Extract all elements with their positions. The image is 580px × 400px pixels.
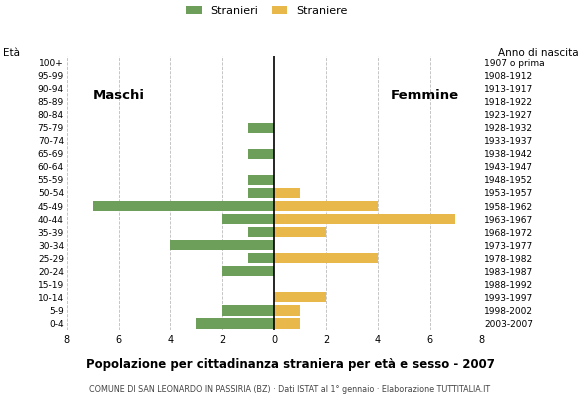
Bar	[274, 305, 300, 316]
Bar	[274, 188, 300, 198]
Bar	[196, 318, 274, 328]
Bar	[248, 123, 274, 133]
Bar	[274, 292, 326, 302]
Bar	[222, 214, 274, 224]
Text: COMUNE DI SAN LEONARDO IN PASSIRIA (BZ) · Dati ISTAT al 1° gennaio · Elaborazion: COMUNE DI SAN LEONARDO IN PASSIRIA (BZ) …	[89, 385, 491, 394]
Legend: Stranieri, Straniere: Stranieri, Straniere	[186, 6, 347, 16]
Bar	[93, 201, 274, 211]
Text: Anno di nascita: Anno di nascita	[498, 48, 579, 58]
Bar	[274, 201, 378, 211]
Text: Età: Età	[3, 48, 20, 58]
Bar	[274, 214, 455, 224]
Text: Femmine: Femmine	[390, 89, 458, 102]
Bar	[222, 266, 274, 276]
Bar	[274, 227, 326, 237]
Bar	[222, 305, 274, 316]
Text: Maschi: Maschi	[93, 89, 144, 102]
Bar	[248, 227, 274, 237]
Bar	[248, 149, 274, 159]
Bar	[274, 253, 378, 263]
Text: Popolazione per cittadinanza straniera per età e sesso - 2007: Popolazione per cittadinanza straniera p…	[86, 358, 494, 371]
Bar	[248, 175, 274, 185]
Bar	[248, 253, 274, 263]
Bar	[171, 240, 274, 250]
Bar	[274, 318, 300, 328]
Bar	[248, 188, 274, 198]
